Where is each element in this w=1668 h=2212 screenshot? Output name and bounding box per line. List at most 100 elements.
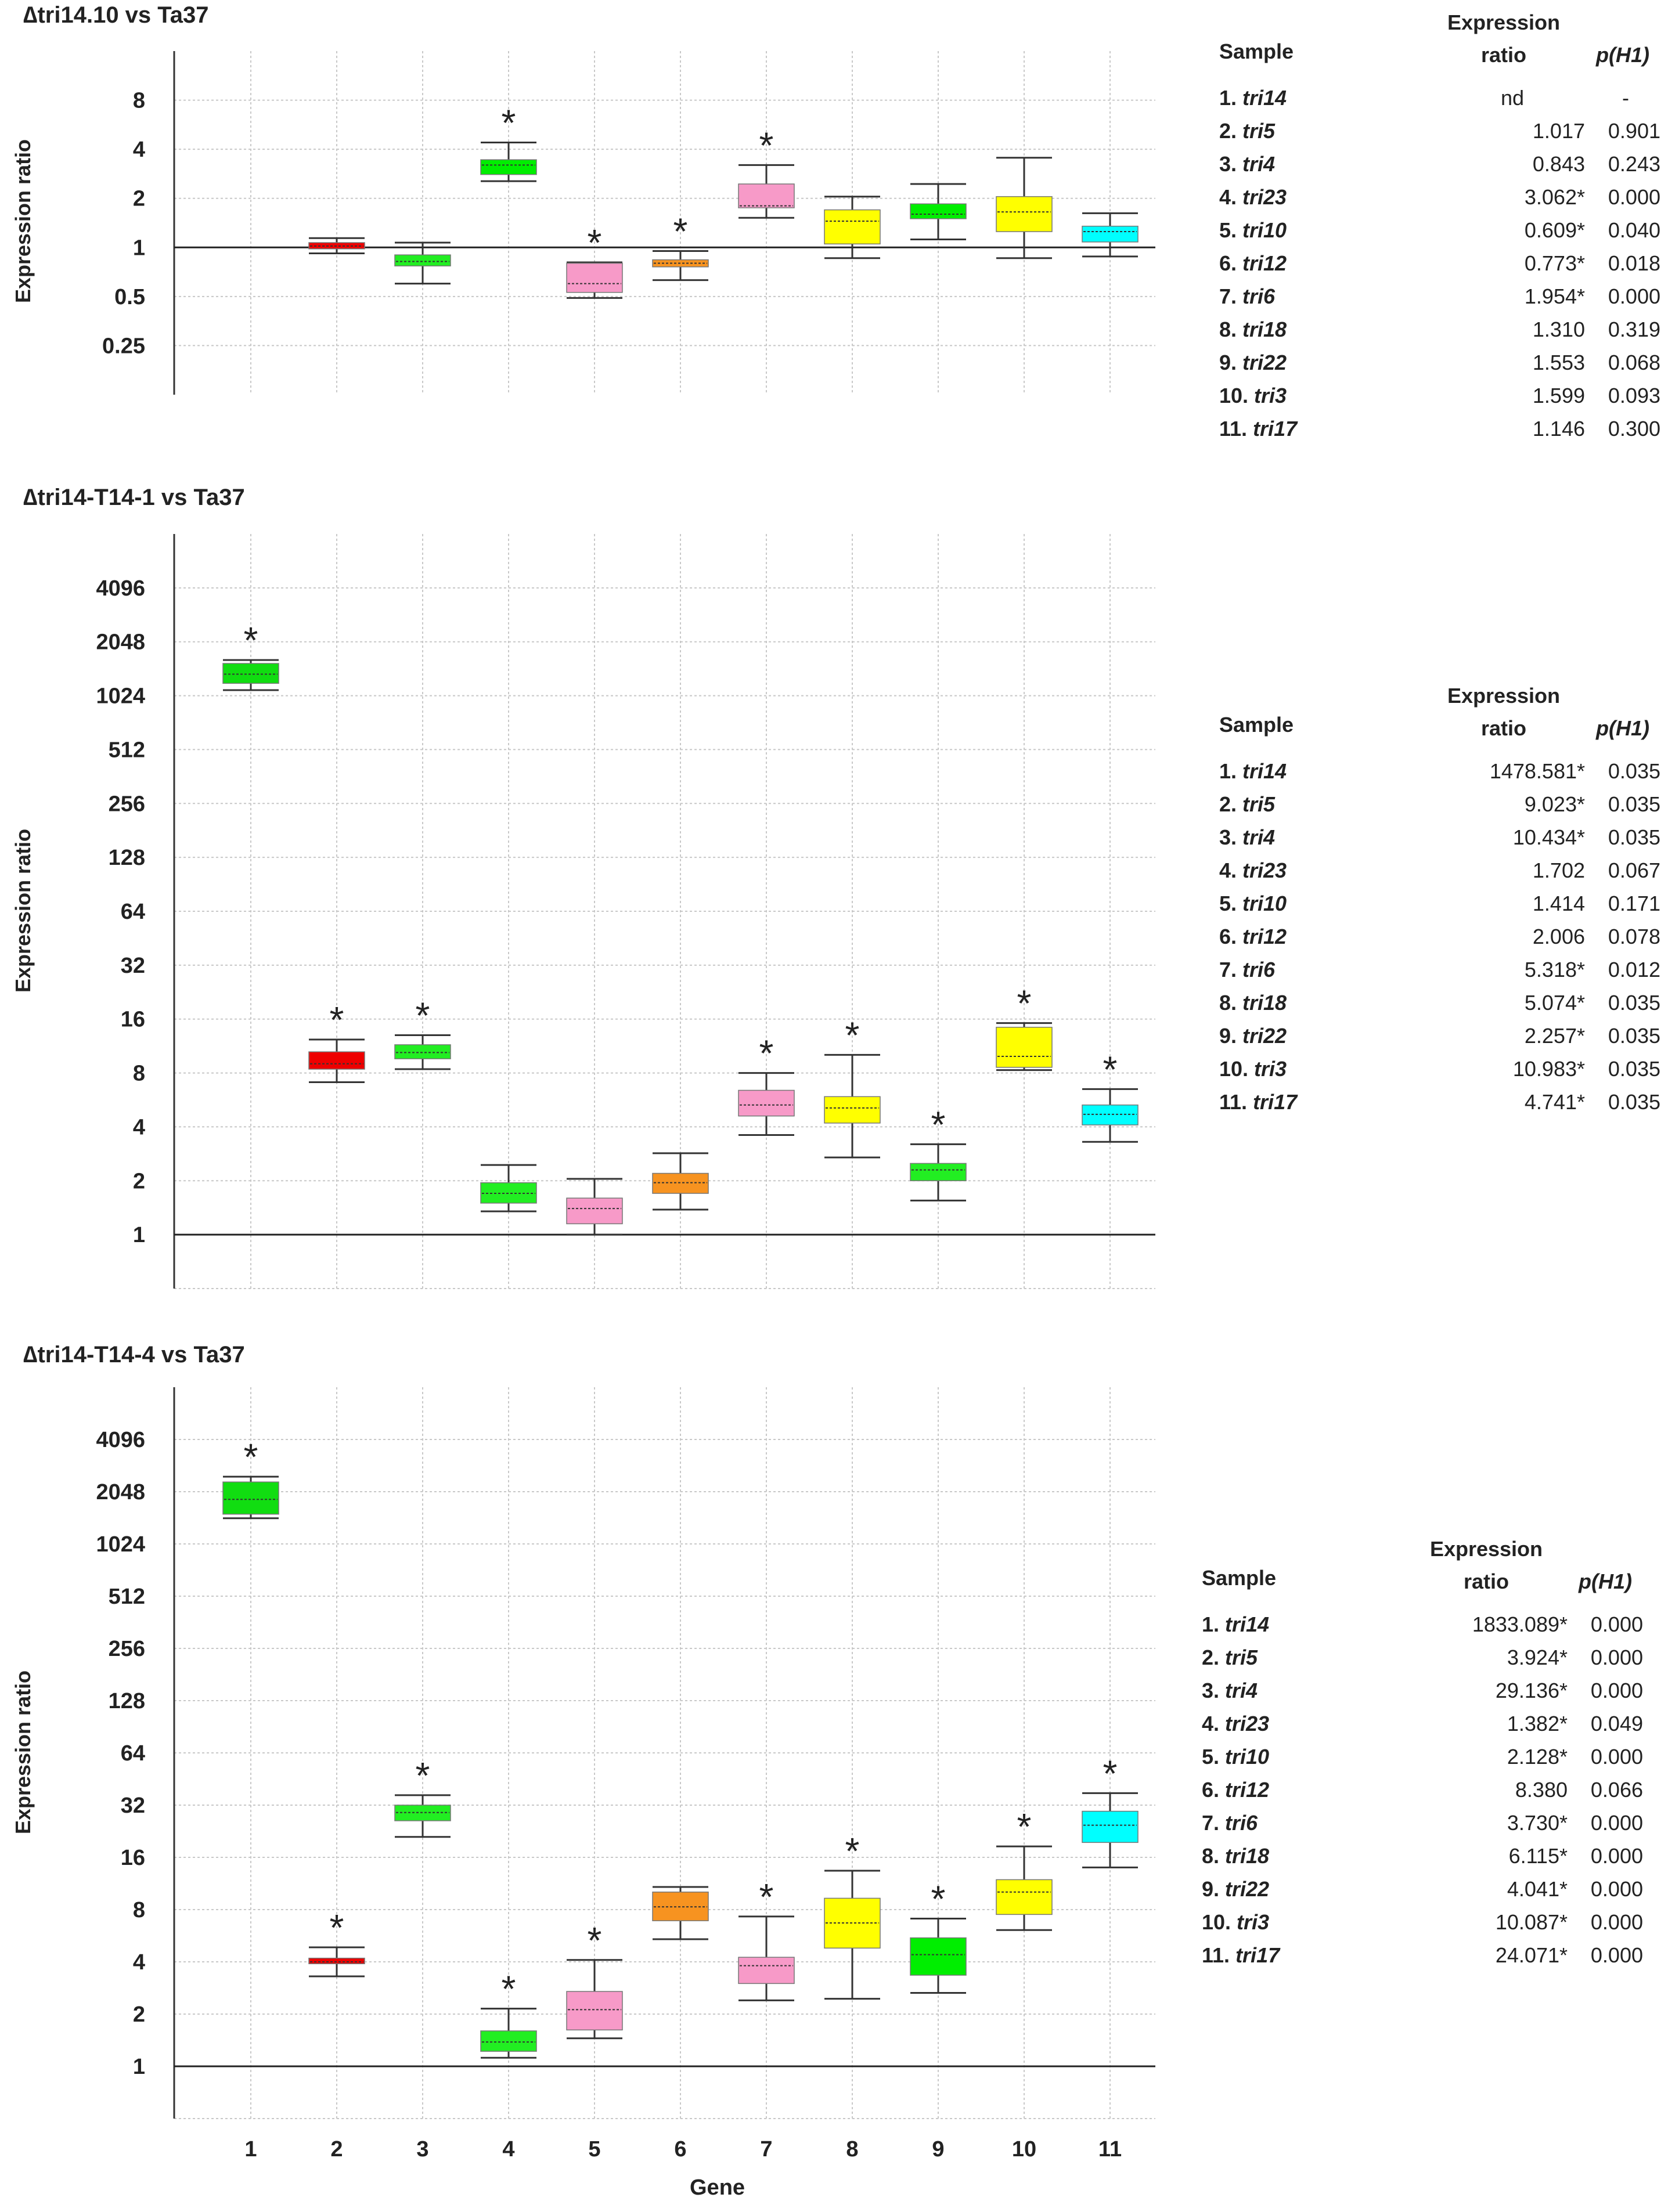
- sample-number: 10.: [1219, 1057, 1255, 1081]
- box-iqr: [480, 2030, 537, 2052]
- sample-number: 1.: [1219, 759, 1243, 783]
- table-cell-ratio: 1.599: [1532, 384, 1585, 407]
- table-row: 1. tri14 nd -: [1213, 81, 1666, 114]
- sample-number: 6.: [1219, 925, 1243, 948]
- table-cell-ratio: 5.074*: [1524, 991, 1585, 1015]
- box-gene-4: [480, 1164, 537, 1213]
- sample-gene: tri18: [1225, 1844, 1270, 1868]
- table-cell-ratio: 4.041*: [1507, 1877, 1568, 1901]
- table-row: 11. tri17 4.741* 0.035: [1213, 1085, 1666, 1118]
- y-tick-label: 16: [121, 1008, 145, 1032]
- box-gene-8: *: [824, 1830, 881, 2000]
- table-cell-ratio: 3.062*: [1524, 185, 1585, 209]
- box-iqr: [996, 196, 1053, 232]
- table-row: 2. tri5 9.023* 0.035: [1213, 788, 1666, 821]
- table-cell-ratio: 6.115*: [1508, 1844, 1568, 1868]
- sample-number: 9.: [1202, 1877, 1226, 1901]
- table-cell-ratio: 1.310: [1532, 317, 1585, 341]
- y-tick-label: 1024: [96, 684, 145, 709]
- y-tick-label: 256: [109, 792, 145, 816]
- box-iqr: [308, 1051, 365, 1070]
- sample-gene: tri22: [1225, 1877, 1270, 1901]
- box-gene-3: *: [394, 1755, 451, 1838]
- table-cell-ratio: 2.257*: [1524, 1024, 1585, 1048]
- x-tick-label: 11: [1098, 2137, 1122, 2162]
- sample-gene: tri12: [1242, 251, 1287, 275]
- y-axis-label: Expression ratio: [11, 1670, 35, 1835]
- table-cell-p: 0.035: [1608, 991, 1660, 1015]
- panel-title: ∆tri14.10 vs Ta37: [23, 2, 209, 28]
- sample-gene: tri12: [1242, 925, 1287, 948]
- box-gene-8: *: [824, 1014, 881, 1159]
- table-cell-p: 0.078: [1608, 925, 1660, 948]
- stats-table: Sample Expression ratio p(H1) 1. tri14 1478.5…: [1213, 679, 1666, 1120]
- y-tick-label: 8: [133, 89, 145, 113]
- sample-number: 5.: [1202, 1745, 1226, 1769]
- table-row: 5. tri10 1.414 0.171: [1213, 887, 1666, 920]
- y-tick-label: 4: [133, 1115, 145, 1139]
- x-tick-label: 3: [416, 2137, 428, 2162]
- box-gene-6: [652, 1152, 709, 1211]
- sample-gene: tri10: [1242, 892, 1287, 915]
- table-cell-ratio: 0.773*: [1524, 251, 1585, 275]
- table-row: 2. tri5 1.017 0.901: [1213, 114, 1666, 147]
- box-gene-2: *: [308, 1907, 365, 1978]
- table-cell-p: -: [1622, 86, 1629, 110]
- table-cell-ratio: 24.071*: [1495, 1943, 1568, 1967]
- table-row: 1. tri14 1833.089* 0.000: [1196, 1608, 1649, 1641]
- table-cell-ratio: 0.843: [1532, 152, 1585, 176]
- sample-number: 6.: [1219, 251, 1243, 275]
- table-header-p: p(H1): [1596, 43, 1649, 67]
- significance-asterisk: *: [1103, 1048, 1118, 1090]
- sample-gene: tri10: [1225, 1745, 1270, 1769]
- table-cell-sample: 7. tri6: [1202, 1806, 1258, 1839]
- box-gene-9: [910, 183, 967, 240]
- table-cell-sample: 1. tri14: [1219, 755, 1287, 788]
- significance-asterisk: *: [931, 1878, 946, 1919]
- table-cell-p: 0.035: [1608, 1057, 1660, 1081]
- table-row: 3. tri4 29.136* 0.000: [1196, 1674, 1649, 1707]
- sample-gene: tri3: [1254, 1057, 1287, 1081]
- box-gene-1: *: [222, 619, 279, 691]
- table-cell-p: 0.000: [1590, 1943, 1643, 1967]
- table-cell-p: 0.000: [1590, 1910, 1643, 1934]
- sample-gene: tri10: [1242, 218, 1287, 242]
- table-row: 3. tri4 10.434* 0.035: [1213, 821, 1666, 854]
- box-gene-9: *: [910, 1103, 967, 1201]
- panel-title: ∆tri14-T14-1 vs Ta37: [23, 485, 245, 510]
- box-gene-7: *: [738, 1876, 795, 2001]
- chart-panel-2: 1 2 4 8 16 32 64 128 256 512 1024 2048 4096 * * * * * * * *: [96, 534, 1155, 1289]
- x-tick-label: 2: [330, 2137, 343, 2162]
- significance-asterisk: *: [759, 1033, 774, 1074]
- box-gene-3: [394, 241, 451, 285]
- table-cell-sample: 6. tri12: [1202, 1773, 1269, 1806]
- table-cell-ratio: 5.318*: [1524, 958, 1585, 981]
- sample-gene: tri14: [1225, 1612, 1270, 1636]
- table-cell-sample: 9. tri22: [1202, 1872, 1269, 1906]
- sample-number: 3.: [1219, 825, 1243, 849]
- sample-number: 5.: [1219, 892, 1243, 915]
- y-tick-label: 1024: [96, 1532, 145, 1557]
- table-cell-ratio: 1.146: [1532, 417, 1585, 441]
- table-row: 1. tri14 1478.581* 0.035: [1213, 755, 1666, 788]
- table-cell-ratio: 3.924*: [1507, 1646, 1568, 1669]
- table-cell-sample: 8. tri18: [1219, 313, 1287, 346]
- sample-gene: tri6: [1225, 1811, 1258, 1835]
- box-iqr: [222, 1481, 279, 1515]
- sample-number: 2.: [1202, 1646, 1226, 1669]
- sample-number: 8.: [1219, 317, 1243, 341]
- box-iqr: [738, 1957, 795, 1984]
- box-gene-1: *: [222, 1436, 279, 1520]
- box-gene-11: [1082, 212, 1139, 258]
- x-tick-label: 9: [932, 2137, 944, 2162]
- y-tick-label: 2: [133, 1169, 145, 1193]
- table-cell-sample: 3. tri4: [1219, 147, 1275, 181]
- sample-number: 9.: [1219, 351, 1243, 374]
- y-tick-label: 1: [133, 2055, 145, 2079]
- table-cell-p: 0.035: [1608, 792, 1660, 816]
- table-cell-p: 0.035: [1608, 759, 1660, 783]
- table-header-ratio-line2: ratio: [1480, 716, 1526, 740]
- table-row: 4. tri23 1.382* 0.049: [1196, 1707, 1649, 1740]
- sample-gene: tri18: [1242, 317, 1287, 341]
